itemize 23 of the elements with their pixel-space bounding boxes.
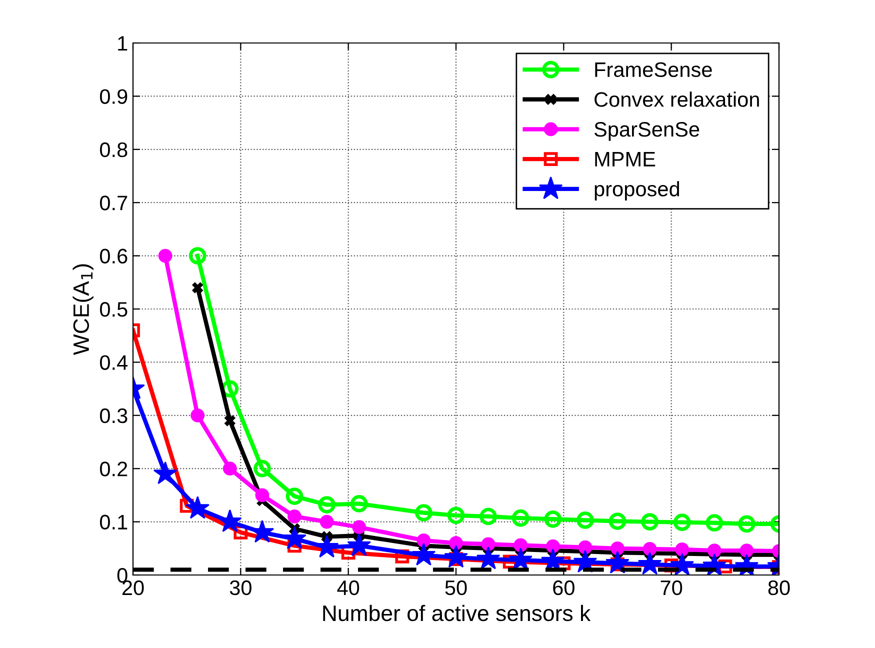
legend-label: proposed — [594, 181, 680, 201]
y-tick-label: 0.4 — [100, 355, 128, 370]
y-tick-label: 0.8 — [100, 142, 128, 158]
x-tick-label: 60 — [553, 580, 574, 596]
y-tick-label: 0.7 — [100, 196, 128, 210]
legend-label: SparSenSe — [594, 122, 700, 141]
y-tick-label: 0.9 — [100, 89, 128, 104]
y-tick-label: 0.3 — [100, 408, 128, 424]
x-tick-label: 50 — [445, 580, 467, 596]
y-axis-title: WCE(A$_{1}$) — [72, 264, 94, 356]
x-axis-title: Number of active sensors k — [323, 604, 591, 622]
y-tick-label: 1 — [118, 36, 128, 51]
legend-label: MPME — [595, 152, 656, 166]
x-tick-label: 70 — [660, 580, 682, 596]
y-tick-label: 0.2 — [100, 462, 128, 476]
y-tick-label: 0.6 — [100, 248, 128, 264]
y-tick-label: 0.1 — [100, 514, 128, 530]
x-tick-label: 40 — [337, 580, 360, 596]
legend-label: Convex relaxation — [594, 92, 759, 107]
legend-label: FrameSense — [595, 62, 712, 78]
x-tick-label: 80 — [768, 580, 790, 596]
y-tick-label: 0.5 — [100, 302, 128, 317]
x-tick-label: 30 — [230, 580, 252, 596]
